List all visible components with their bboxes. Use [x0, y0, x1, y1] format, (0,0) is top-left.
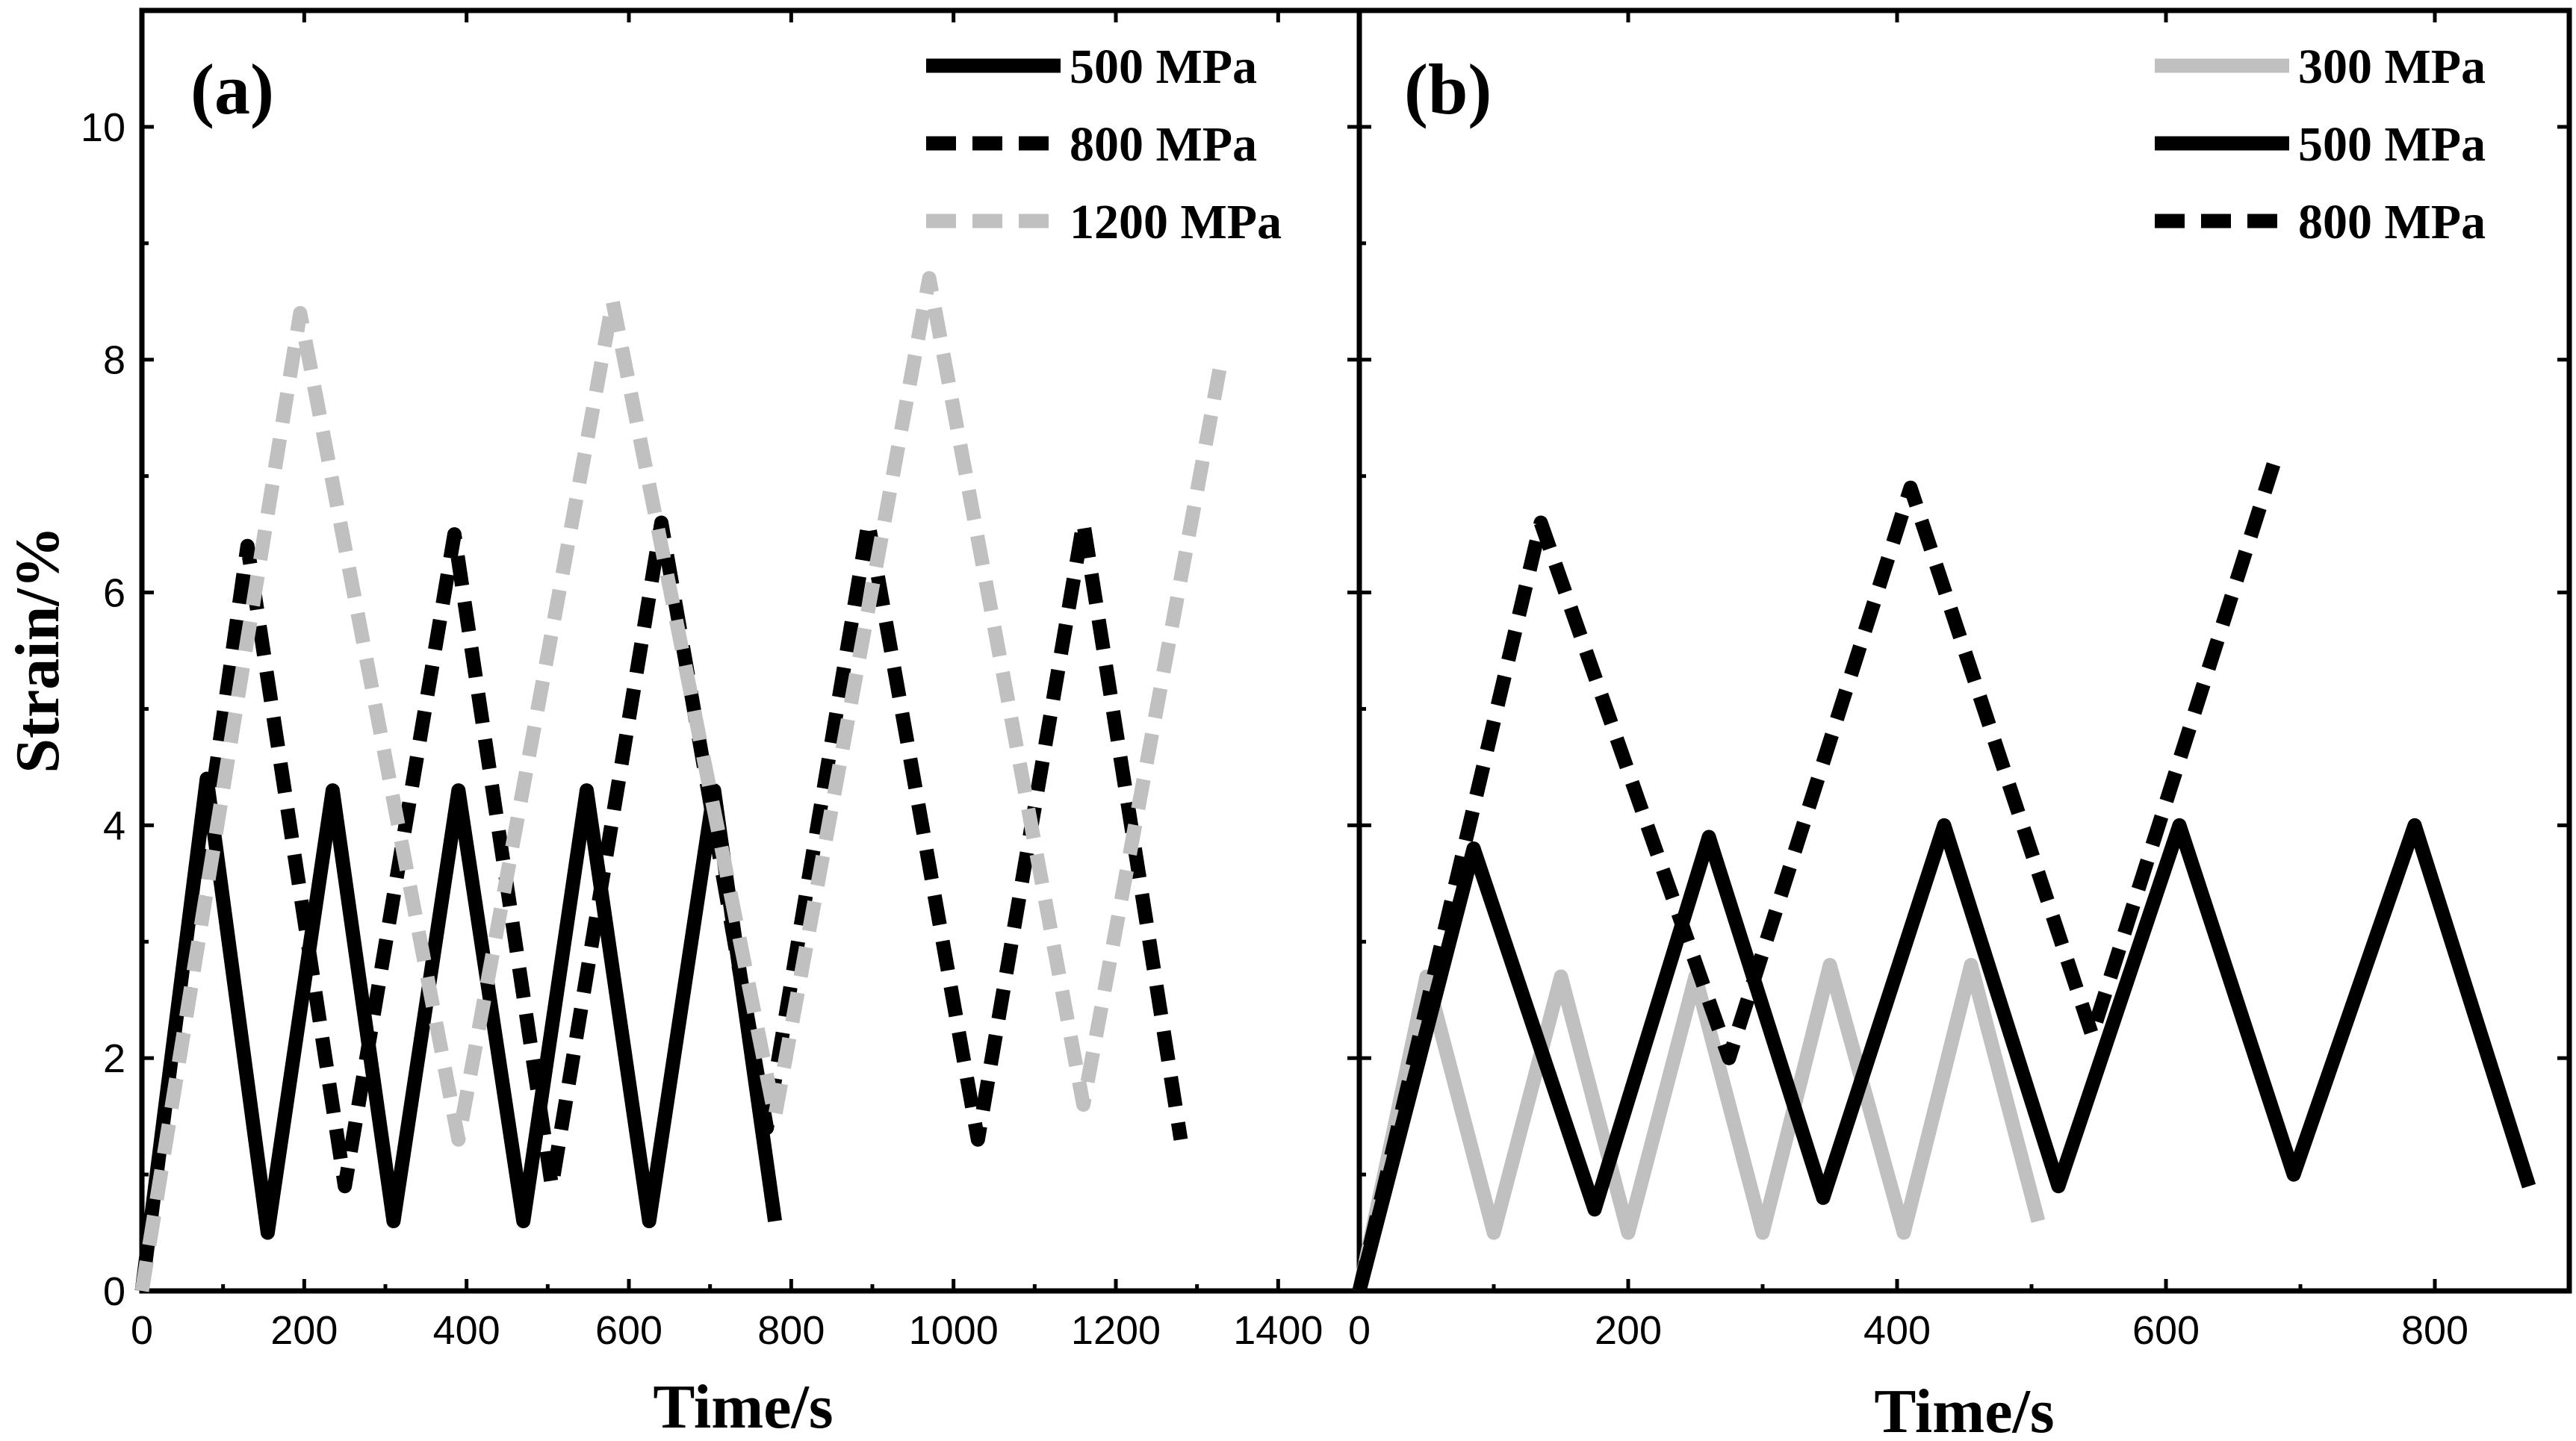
y-tick-label: 10	[81, 105, 125, 150]
panel-a-x-tick-label: 800	[757, 1308, 825, 1353]
panel-a-x-tick-label: 200	[270, 1308, 338, 1353]
panel-a-x-axis-label: Time/s	[653, 1372, 833, 1441]
panel-b-label: (b)	[1404, 49, 1492, 129]
panel-a-x-tick-label: 600	[595, 1308, 662, 1353]
panel-b-x-tick-label: 0	[1348, 1308, 1371, 1353]
legend-layer: 500 MPa 800 MPa 1200 MPa 300 MPa 500 MPa 800 …	[926, 40, 2486, 249]
panel-a-label: (a)	[190, 49, 274, 129]
y-tick-label: 4	[103, 803, 125, 848]
panel-b-x-tick-label: 800	[2401, 1308, 2468, 1353]
y-tick-label: 6	[103, 571, 125, 616]
y-tick-label: 2	[103, 1036, 125, 1081]
panel-a-series-layer	[134, 271, 1229, 1292]
panel-b-x-tick-label: 200	[1595, 1308, 1662, 1353]
ticks-layer: 0 200 400 600 800 1000 1200 1400 0 2 4 6 8 10 0 200 400 6…	[81, 10, 2569, 1353]
panel-b-series-layer	[1352, 462, 2536, 1293]
panel-b-legend-label: 500 MPa	[2298, 117, 2486, 172]
panel-b-x-tick-label: 600	[2132, 1308, 2200, 1353]
panel-a-x-tick-label: 1400	[1233, 1308, 1323, 1353]
panel-a-x-tick-label: 1000	[909, 1308, 999, 1353]
panel-a-legend-label: 800 MPa	[1070, 117, 1257, 172]
panel-b-x-tick-label: 400	[1863, 1308, 1931, 1353]
panel-b-frame	[1356, 7, 2572, 1294]
panel-a-x-tick-label: 0	[131, 1308, 153, 1353]
panel-a-series-line-500-mpa	[134, 771, 783, 1292]
panel-b-legend-label: 300 MPa	[2298, 40, 2486, 94]
panel-a-series-line-800-mpa	[134, 515, 1188, 1292]
panel-b-series-line-800-mpa	[1352, 462, 2281, 1293]
panel-a-legend-label: 1200 MPa	[1070, 195, 1282, 249]
panel-a-x-tick-label: 400	[433, 1308, 500, 1353]
y-axis-label: Strain/%	[3, 526, 72, 773]
panel-b-x-axis-label: Time/s	[1874, 1377, 2054, 1441]
y-tick-label: 0	[103, 1269, 125, 1314]
panel-b-series-line-500-mpa	[1352, 818, 2536, 1293]
y-tick-label: 8	[103, 338, 125, 383]
panel-b-legend-label: 800 MPa	[2298, 195, 2486, 249]
panel-a-x-tick-label: 1200	[1071, 1308, 1161, 1353]
panel-a-legend-label: 500 MPa	[1070, 40, 1257, 94]
panel-a-series-line-1200-mpa	[134, 271, 1229, 1292]
